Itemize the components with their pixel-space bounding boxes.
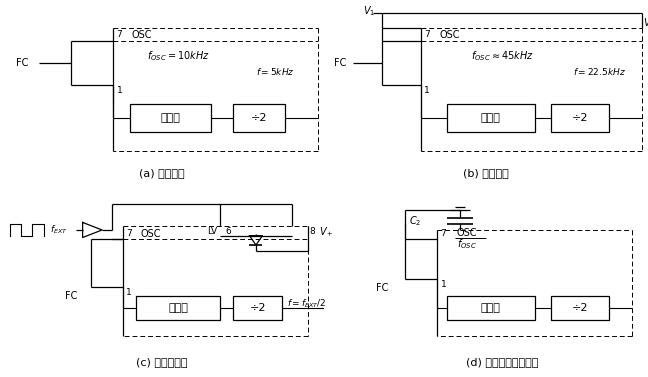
- Text: $V_+$: $V_+$: [643, 16, 648, 29]
- Text: (a) 标准方式: (a) 标准方式: [139, 169, 185, 178]
- Text: $f_{OSC}$: $f_{OSC}$: [457, 237, 477, 251]
- Text: OSC: OSC: [141, 229, 161, 239]
- Text: ÷2: ÷2: [249, 303, 266, 313]
- Text: 7: 7: [126, 229, 132, 238]
- Text: LV: LV: [207, 227, 218, 236]
- Text: $C_2$: $C_2$: [409, 214, 421, 228]
- Text: FC: FC: [16, 58, 29, 68]
- Bar: [233, 296, 282, 320]
- Text: $f=5kHz$: $f=5kHz$: [256, 66, 295, 77]
- Text: $V_1$: $V_1$: [363, 5, 375, 18]
- Bar: [233, 104, 285, 132]
- Text: $f=f_{EXT}/2$: $f=f_{EXT}/2$: [286, 297, 326, 310]
- Bar: [447, 296, 535, 320]
- Text: FC: FC: [65, 291, 77, 301]
- Text: 1: 1: [126, 288, 132, 297]
- Text: 振荡器: 振荡器: [481, 113, 501, 123]
- Text: OSC: OSC: [457, 228, 478, 238]
- Text: 1: 1: [424, 86, 430, 95]
- Text: ÷2: ÷2: [251, 113, 268, 123]
- Text: 1: 1: [117, 86, 122, 95]
- Text: 振荡器: 振荡器: [481, 303, 501, 313]
- Bar: [136, 296, 220, 320]
- Text: OSC: OSC: [439, 30, 459, 40]
- Text: $V_+$: $V_+$: [319, 225, 334, 239]
- Text: 1: 1: [441, 280, 446, 289]
- Text: FC: FC: [334, 58, 346, 68]
- Text: 振荡器: 振荡器: [168, 303, 188, 313]
- Text: 8: 8: [310, 227, 315, 236]
- Bar: [130, 104, 211, 132]
- Text: (b) 高速方式: (b) 高速方式: [463, 169, 509, 178]
- Text: FC: FC: [376, 284, 388, 293]
- Text: 6: 6: [226, 227, 231, 236]
- Text: $f=22.5kHz$: $f=22.5kHz$: [573, 66, 626, 77]
- Text: $f_{OSC}=10kHz$: $f_{OSC}=10kHz$: [147, 50, 209, 63]
- Text: ÷2: ÷2: [572, 113, 588, 123]
- Text: (c) 外时钟驱动: (c) 外时钟驱动: [136, 357, 188, 367]
- Text: 振荡器: 振荡器: [160, 113, 180, 123]
- Text: $f_{OSC}\approx45kHz$: $f_{OSC}\approx45kHz$: [471, 50, 533, 63]
- Text: (d) 外接电容进行调整: (d) 外接电容进行调整: [466, 357, 538, 367]
- Text: 7: 7: [424, 31, 430, 39]
- Text: ÷2: ÷2: [572, 303, 588, 313]
- Text: 7: 7: [441, 229, 446, 238]
- Text: OSC: OSC: [131, 30, 152, 40]
- Bar: [551, 296, 609, 320]
- Bar: [447, 104, 535, 132]
- Text: 7: 7: [117, 31, 122, 39]
- Text: $f_{EXT}$: $f_{EXT}$: [50, 224, 68, 236]
- Bar: [551, 104, 609, 132]
